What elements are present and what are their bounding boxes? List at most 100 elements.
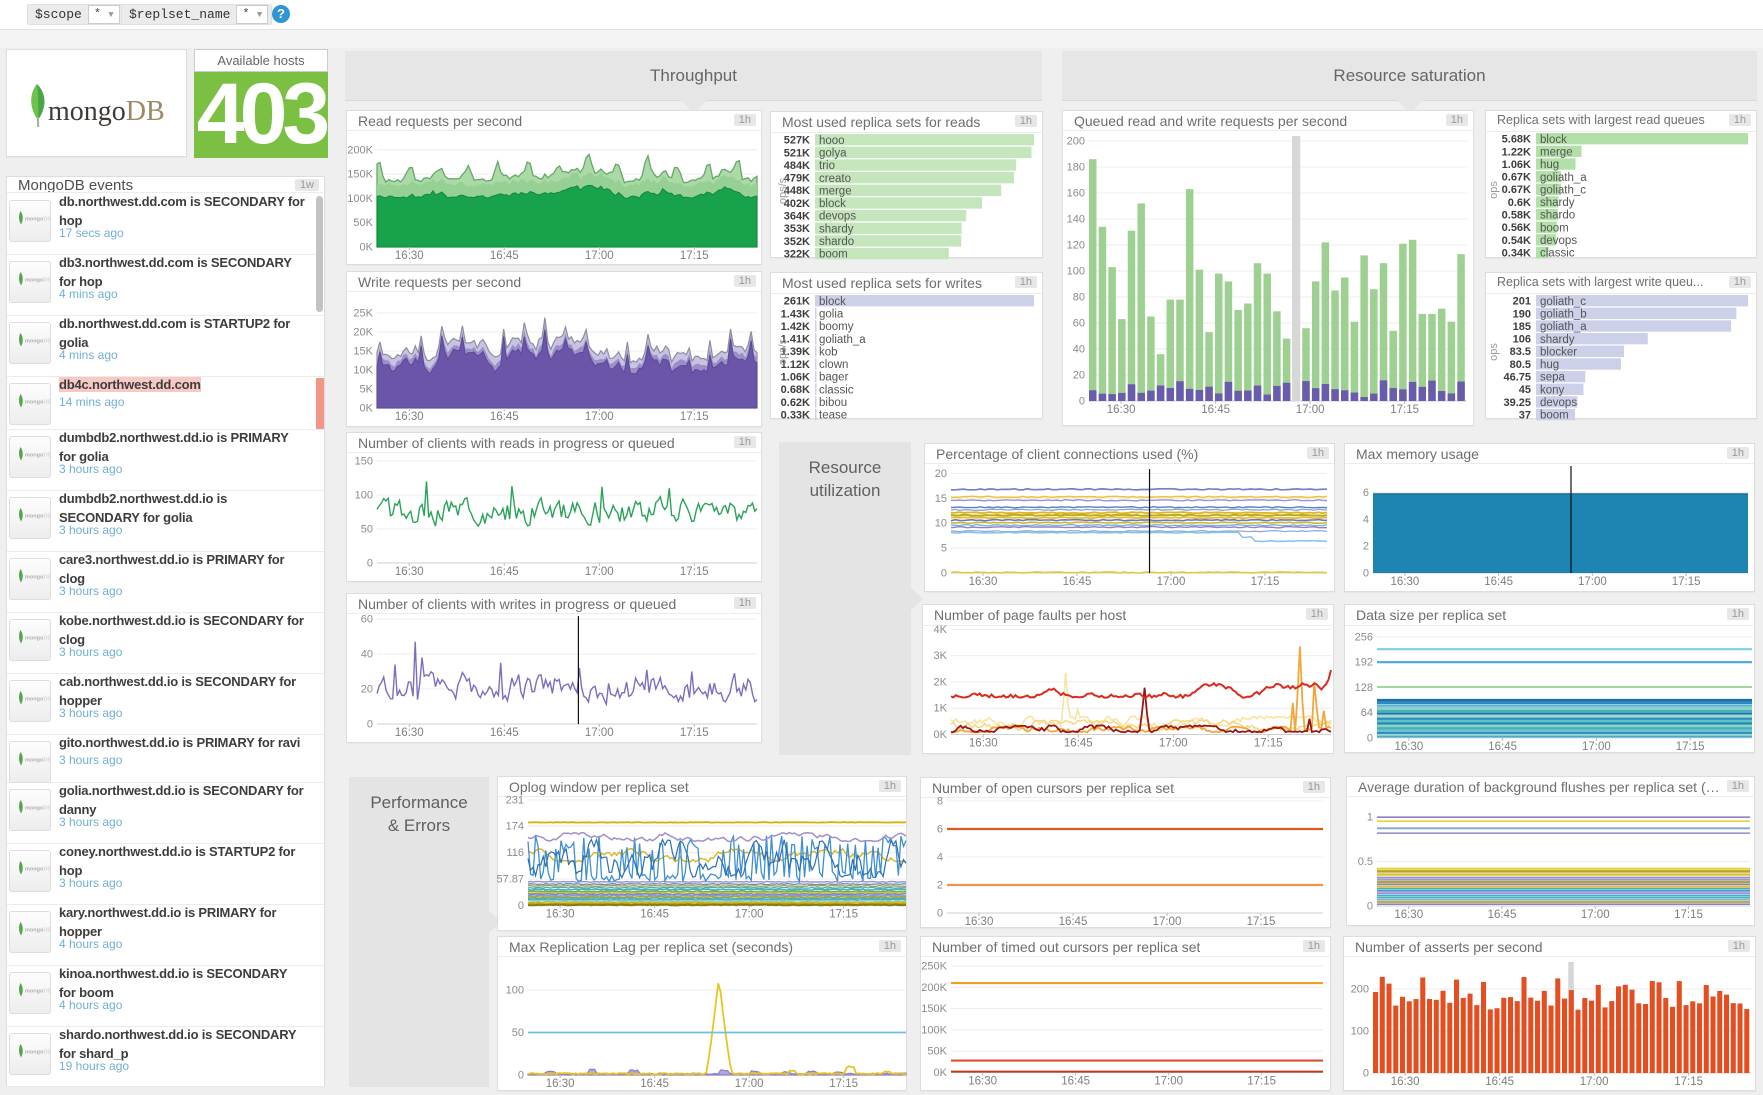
svg-text:17:00: 17:00: [585, 566, 614, 578]
svg-text:5: 5: [941, 543, 947, 555]
svg-text:17:15: 17:15: [1254, 738, 1283, 750]
svg-text:83.5: 83.5: [1510, 346, 1531, 358]
svg-text:17:00: 17:00: [1153, 916, 1182, 928]
svg-text:0: 0: [937, 908, 943, 920]
svg-text:16:30: 16:30: [1394, 741, 1423, 753]
svg-text:0: 0: [1363, 1068, 1369, 1080]
svg-text:17:15: 17:15: [829, 909, 858, 921]
svg-text:40: 40: [361, 649, 373, 661]
svg-text:16:30: 16:30: [395, 727, 424, 739]
svg-text:2: 2: [1363, 541, 1369, 553]
svg-text:16:30: 16:30: [395, 566, 424, 578]
svg-text:17:15: 17:15: [1251, 576, 1280, 588]
svg-text:17:00: 17:00: [1296, 404, 1325, 416]
svg-text:8: 8: [937, 796, 943, 808]
svg-text:kony: kony: [1540, 384, 1565, 396]
svg-text:16:45: 16:45: [1201, 404, 1230, 416]
svg-text:0.5: 0.5: [1358, 856, 1373, 868]
svg-text:16:45: 16:45: [1485, 1076, 1514, 1088]
svg-text:classic: classic: [1540, 248, 1575, 260]
svg-text:16:30: 16:30: [546, 909, 575, 921]
svg-text:mongoDB: mongoDB: [48, 96, 165, 127]
svg-text:80.5: 80.5: [1510, 359, 1531, 371]
svg-text:merge: merge: [819, 185, 852, 197]
svg-text:mongoDB: mongoDB: [25, 928, 51, 934]
svg-text:160: 160: [1067, 188, 1085, 200]
svg-text:261K: 261K: [784, 296, 810, 308]
svg-text:goliath_c: goliath_c: [1540, 184, 1586, 196]
svg-text:0: 0: [1367, 732, 1373, 744]
svg-text:353K: 353K: [784, 223, 810, 235]
svg-text:17:15: 17:15: [680, 250, 709, 262]
svg-text:15: 15: [935, 493, 947, 505]
svg-text:bibou: bibou: [819, 397, 847, 409]
svg-text:mongoDB: mongoDB: [25, 867, 51, 873]
svg-text:1.22K: 1.22K: [1502, 146, 1531, 158]
svg-text:2K: 2K: [934, 676, 948, 688]
svg-text:17:15: 17:15: [1247, 1076, 1276, 1088]
svg-text:mongoDB: mongoDB: [25, 453, 51, 459]
svg-text:0.34K: 0.34K: [1502, 247, 1531, 259]
svg-text:mongoDB: mongoDB: [25, 217, 51, 223]
svg-text:1: 1: [1367, 812, 1373, 824]
svg-text:10K: 10K: [353, 365, 373, 377]
svg-text:hooo: hooo: [819, 135, 845, 147]
svg-text:devops: devops: [1540, 397, 1577, 409]
svg-text:16:45: 16:45: [490, 411, 519, 423]
svg-text:201: 201: [1513, 296, 1531, 308]
svg-text:16:45: 16:45: [490, 250, 519, 262]
svg-text:tease: tease: [819, 410, 847, 422]
svg-text:mongoDB: mongoDB: [25, 989, 51, 995]
svg-text:17:00: 17:00: [1581, 909, 1610, 921]
svg-text:10: 10: [935, 518, 947, 530]
svg-text:174: 174: [506, 821, 524, 833]
svg-text:shardy: shardy: [1540, 334, 1575, 346]
svg-text:boomy: boomy: [819, 321, 854, 333]
svg-text:0.33K: 0.33K: [781, 409, 810, 421]
svg-text:39.25: 39.25: [1503, 397, 1531, 409]
svg-text:classic: classic: [819, 384, 854, 396]
svg-text:364K: 364K: [784, 211, 810, 223]
svg-text:16:30: 16:30: [965, 916, 994, 928]
svg-text:150K: 150K: [921, 1003, 947, 1015]
svg-text:1.12K: 1.12K: [781, 359, 810, 371]
svg-text:boom: boom: [819, 249, 848, 261]
svg-text:mongoDB: mongoDB: [25, 514, 51, 520]
svg-text:goliath_b: goliath_b: [1540, 308, 1587, 320]
svg-text:4: 4: [937, 852, 943, 864]
svg-text:250K: 250K: [921, 961, 947, 973]
svg-text:0K: 0K: [934, 1067, 948, 1079]
svg-text:16:30: 16:30: [1107, 404, 1136, 416]
svg-text:mongoDB: mongoDB: [25, 400, 51, 406]
svg-text:402K: 402K: [784, 198, 810, 210]
svg-text:shardy: shardy: [819, 223, 854, 235]
svg-text:merge: merge: [1540, 146, 1573, 158]
svg-text:0: 0: [941, 568, 947, 580]
svg-text:16:45: 16:45: [640, 909, 669, 921]
svg-text:block: block: [819, 296, 846, 308]
svg-text:6: 6: [1363, 487, 1369, 499]
svg-text:17:15: 17:15: [680, 566, 709, 578]
svg-text:16:45: 16:45: [1064, 738, 1093, 750]
svg-text:100: 100: [355, 490, 373, 502]
svg-text:17:15: 17:15: [1247, 916, 1276, 928]
svg-text:1K: 1K: [934, 703, 948, 715]
svg-text:180: 180: [1067, 162, 1085, 174]
svg-text:0.6K: 0.6K: [1508, 197, 1531, 209]
svg-text:16:30: 16:30: [968, 1076, 997, 1088]
svg-text:goliath_c: goliath_c: [1540, 296, 1586, 308]
svg-text:shardo: shardo: [1540, 210, 1575, 222]
svg-text:120: 120: [1067, 240, 1085, 252]
svg-text:200: 200: [1351, 984, 1369, 996]
svg-text:16:45: 16:45: [1059, 916, 1088, 928]
svg-text:hug: hug: [1540, 359, 1559, 371]
svg-text:devops: devops: [819, 211, 856, 223]
svg-text:1.06K: 1.06K: [1502, 159, 1531, 171]
svg-text:16:45: 16:45: [640, 1078, 669, 1090]
svg-text:5.68K: 5.68K: [1502, 134, 1531, 146]
svg-text:60: 60: [361, 614, 373, 626]
svg-text:16:30: 16:30: [1394, 909, 1423, 921]
svg-text:15K: 15K: [353, 346, 373, 358]
svg-text:200K: 200K: [347, 144, 373, 156]
svg-text:boom: boom: [1540, 222, 1569, 234]
